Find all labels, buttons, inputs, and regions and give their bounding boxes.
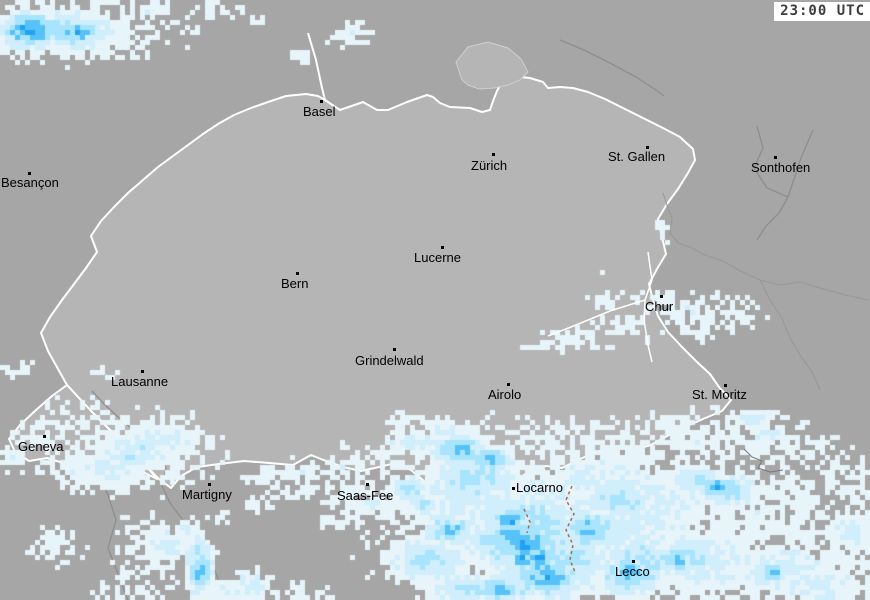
city-label: Lucerne bbox=[414, 250, 461, 265]
city-label: St. Gallen bbox=[608, 149, 666, 164]
city-label: St. Moritz bbox=[692, 387, 747, 402]
country-border bbox=[547, 299, 646, 337]
city-marker-dot bbox=[441, 246, 444, 249]
city-marker-dot bbox=[28, 172, 31, 175]
city-label: Martigny bbox=[182, 487, 232, 502]
city-marker-dot bbox=[632, 560, 635, 563]
city-label: Lausanne bbox=[111, 374, 169, 389]
city-label: Lecco bbox=[615, 564, 650, 579]
city-marker-dot bbox=[43, 435, 46, 438]
city-label: Sonthofen bbox=[751, 160, 811, 175]
city-label: Saas-Fee bbox=[337, 488, 394, 503]
city-label: Basel bbox=[303, 104, 336, 119]
city-label: Grindelwald bbox=[355, 353, 424, 368]
city-marker-dot bbox=[646, 146, 649, 149]
city-marker-dot bbox=[507, 383, 510, 386]
city-marker-dot bbox=[141, 370, 144, 373]
city-label: Chur bbox=[645, 299, 674, 314]
city-label: Locarno bbox=[516, 480, 563, 495]
city-label: Zürich bbox=[471, 158, 508, 173]
city-label: Geneva bbox=[18, 439, 64, 454]
city-label: Bern bbox=[281, 276, 309, 291]
city-marker-dot bbox=[774, 156, 777, 159]
city-marker-dot bbox=[366, 483, 369, 486]
city-marker-dot bbox=[492, 153, 495, 156]
country-border bbox=[643, 251, 653, 363]
timestamp-badge: 23:00 UTC bbox=[774, 2, 870, 21]
region-border-dashed bbox=[565, 485, 576, 573]
city-marker-dot bbox=[320, 100, 323, 103]
city-marker-dot bbox=[724, 384, 727, 387]
city-marker-dot bbox=[512, 487, 515, 490]
city-marker-dot bbox=[660, 295, 663, 298]
city-label: Airolo bbox=[488, 387, 522, 402]
city-marker-dot bbox=[296, 272, 299, 275]
region-border bbox=[743, 448, 784, 473]
region-border-dashed bbox=[523, 508, 531, 534]
city-marker-dot bbox=[208, 483, 211, 486]
city-label: Besançon bbox=[1, 175, 59, 190]
city-marker-dot bbox=[393, 348, 396, 351]
